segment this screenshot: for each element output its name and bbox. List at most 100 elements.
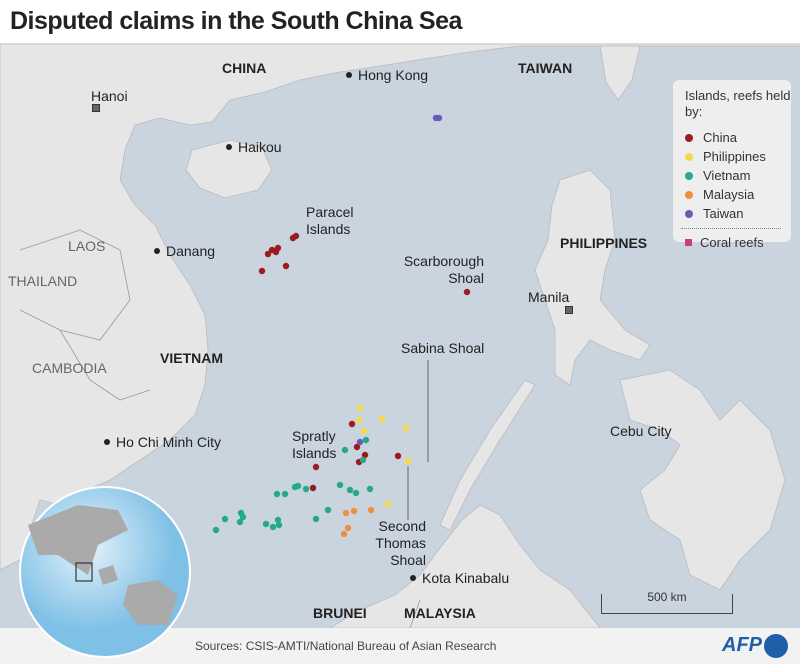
island-marker-china [394,452,402,460]
land-luzon [534,169,651,386]
island-marker-vietnam [302,485,310,493]
legend-item-philippines: Philippines [685,147,791,166]
scale-bar: 500 km [601,590,733,614]
island-marker-vietnam [274,516,282,524]
label-spratly: Spratly Islands [292,428,337,461]
label-taiwan: TAIWAN [518,60,573,76]
island-marker-vietnam [362,436,370,444]
island-marker-philippines [384,500,392,508]
label-sabina: Sabina Shoal [401,340,485,356]
legend-dot-icon [685,190,693,199]
legend-dot-icon [685,209,693,218]
label-cambodia: CAMBODIA [32,360,107,376]
island-marker-vietnam [212,526,220,534]
island-marker-china [312,463,320,471]
legend-label: Vietnam [703,168,751,183]
island-marker-vietnam [341,446,349,454]
label-scarborough: Scarborough Shoal [403,253,484,286]
island-marker-china [282,262,290,270]
legend-label: Philippines [703,149,766,164]
legend-dot-icon [685,152,693,161]
island-marker-china [289,234,297,242]
label-second-thomas: Second Thomas Shoal [375,518,426,568]
legend-item-malaysia: Malaysia [685,185,791,204]
island-marker-china [264,250,272,258]
island-marker-vietnam [275,521,283,529]
sources: Sources: CSIS-AMTI/National Bureau of As… [195,639,497,653]
island-marker-vietnam [312,515,320,523]
capital-icon [92,104,100,112]
island-marker-vietnam [262,520,270,528]
land-borneo [329,504,601,628]
scale-label: 500 km [647,590,687,604]
island-marker-taiwan [356,438,364,446]
island-marker-philippines [402,424,410,432]
land-taiwan [599,45,641,101]
island-marker-china [353,443,361,451]
island-marker-china [258,267,266,275]
island-marker-taiwan [435,114,443,122]
label-thailand: THAILAND [8,273,78,289]
island-marker-china [348,420,356,428]
city-hong-kong: Hong Kong [345,67,429,83]
legend-item-taiwan: Taiwan [685,204,791,223]
country-borders [19,229,421,628]
locator-box [75,562,93,582]
legend: Islands, reefs held by: China Philippines… [673,80,791,250]
island-markers [212,114,471,538]
island-marker-vietnam [236,518,244,526]
island-marker-vietnam [359,456,367,464]
island-marker-philippines [404,457,412,465]
island-marker-china [309,484,317,492]
city-kota-kinabalu: Kota Kinabalu [409,570,510,586]
capital-icon [565,306,573,314]
island-marker-vietnam [352,489,360,497]
label-brunei: BRUNEI [313,605,367,621]
island-marker-vietnam [336,481,344,489]
legend-label: Malaysia [703,187,755,202]
city-danang: Danang [153,243,216,259]
label-china: CHINA [222,60,267,76]
island-marker-malaysia [344,524,352,532]
locator-globe [19,486,191,658]
label-malaysia: MALAYSIA [404,605,476,621]
island-marker-vietnam [273,490,281,498]
map-title: Disputed claims in the South China Sea [10,7,462,35]
legend-label: China [703,130,737,145]
legend-label: Coral reefs [700,235,764,250]
island-marker-philippines [360,427,368,435]
afp-logo: AFP [722,634,762,656]
island-marker-malaysia [350,507,358,515]
legend-item-vietnam: Vietnam [685,166,791,185]
label-paracel: Paracel Islands [306,204,354,237]
legend-label: Taiwan [703,206,744,221]
island-marker-vietnam [366,485,374,493]
legend-dot-icon [685,133,693,142]
island-marker-philippines [355,416,363,424]
legend-heading: Islands, reefs held by: [685,88,791,119]
legend-item-coral-reefs: Coral reefs [685,233,791,252]
island-marker-vietnam [294,482,302,490]
island-marker-vietnam [269,523,277,531]
island-marker-china [463,288,471,296]
island-marker-vietnam [221,515,229,523]
island-marker-malaysia [340,530,348,538]
island-marker-china [361,451,369,459]
label-laos: LAOS [68,238,106,254]
legend-dot-icon [685,171,693,180]
afp-logo-icon [764,634,788,658]
island-marker-china [272,248,280,256]
island-marker-malaysia [342,509,350,517]
island-marker-vietnam [281,490,289,498]
label-vietnam: VIETNAM [160,350,223,366]
land-hainan [185,139,273,199]
land-visayas-mindanao [619,369,786,591]
city-hanoi: Hanoi [91,88,128,104]
coral-reef-swatch-icon [685,239,692,246]
city-manila: Manila [528,289,570,305]
island-marker-vietnam [324,506,332,514]
title-bar: Disputed claims in the South China Sea [0,0,800,44]
leader-lines [407,360,429,520]
city-haikou: Haikou [226,139,282,155]
island-marker-malaysia [367,506,375,514]
